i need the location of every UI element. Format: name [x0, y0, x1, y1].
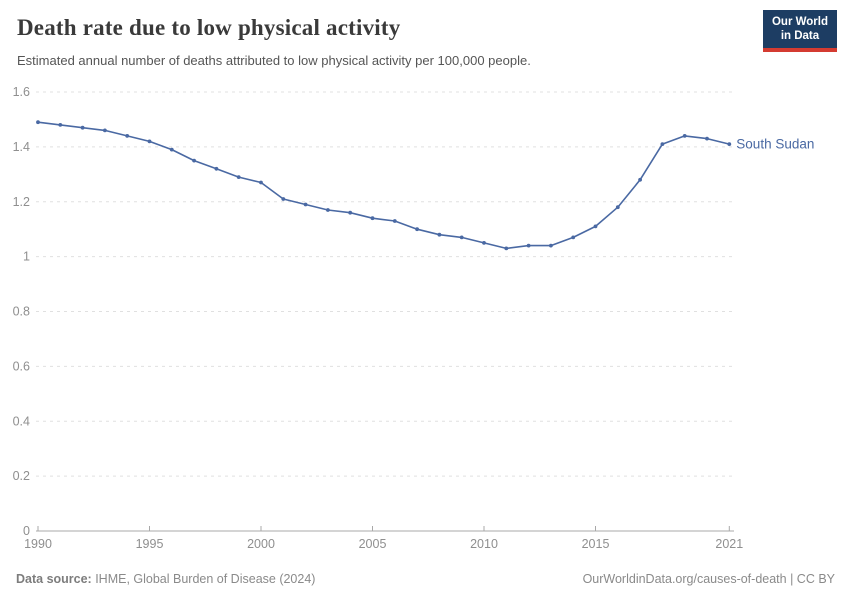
data-point-marker — [192, 158, 197, 163]
x-axis-tick-label: 1995 — [136, 537, 164, 551]
data-point-marker — [370, 216, 375, 221]
x-axis-tick-label: 1990 — [24, 537, 52, 551]
y-axis-tick-label: 1.4 — [13, 140, 30, 154]
y-axis-tick-label: 0.8 — [13, 305, 30, 319]
chart-title: Death rate due to low physical activity — [17, 15, 401, 40]
data-point-marker — [147, 139, 152, 144]
owid-logo[interactable]: Our World in Data — [762, 10, 837, 52]
data-point-marker — [593, 224, 598, 229]
data-point-marker — [660, 142, 665, 146]
data-point-marker — [281, 197, 286, 201]
data-point-marker — [682, 134, 687, 138]
data-point-marker — [214, 166, 219, 171]
chart-footer: Data source: IHME, Global Burden of Dise… — [16, 572, 835, 586]
data-point-marker — [125, 134, 130, 138]
data-point-marker — [392, 219, 397, 223]
data-point-marker — [549, 243, 553, 248]
chart-subtitle: Estimated annual number of deaths attrib… — [17, 53, 531, 68]
data-point-marker — [36, 120, 40, 125]
data-point-marker — [236, 175, 241, 179]
x-axis-tick-label: 2005 — [359, 537, 387, 551]
data-point-marker — [103, 128, 107, 133]
owid-url-link[interactable]: OurWorldinData.org/causes-of-death | CC … — [582, 572, 835, 586]
data-point-marker — [504, 246, 509, 251]
data-point-marker — [415, 227, 419, 232]
data-point-marker — [526, 243, 531, 248]
line-chart-plot-area: 0 0.2 0.4 0.6 0.8 1 1.2 1.4 1.6 1990 1995 2000 2005 2… — [0, 85, 850, 555]
y-axis-tick-label: 1.6 — [13, 85, 30, 99]
x-axis-tick-label: 2010 — [470, 537, 498, 551]
data-source-value: IHME, Global Burden of Disease (2024) — [91, 572, 316, 586]
data-point-marker — [169, 147, 174, 152]
data-source-note: Data source: IHME, Global Burden of Dise… — [16, 572, 315, 586]
owid-logo-line2: in Data — [780, 30, 820, 43]
data-point-marker — [571, 235, 576, 240]
data-source-label: Data source: — [16, 572, 92, 586]
y-axis-tick-label: 0.6 — [13, 359, 30, 373]
data-point-marker — [437, 232, 442, 237]
data-point-marker — [80, 125, 85, 130]
x-axis-tick-label: 2021 — [715, 537, 743, 551]
y-axis-tick-label: 0.2 — [13, 469, 30, 483]
data-point-marker — [259, 180, 263, 185]
data-point-marker — [303, 202, 308, 207]
y-axis-tick-label: 0 — [23, 524, 30, 538]
data-point-marker — [58, 123, 63, 127]
y-axis-tick-label: 1.2 — [13, 195, 30, 209]
y-axis-tick-label: 0.4 — [13, 414, 30, 428]
data-point-marker — [482, 241, 486, 245]
data-point-marker — [348, 210, 353, 215]
x-axis-tick-label: 2000 — [247, 537, 275, 551]
data-point-marker — [705, 136, 709, 141]
series-markers — [36, 120, 732, 251]
owid-logo-line1: Our World — [771, 16, 828, 28]
line-chart-svg: 0 0.2 0.4 0.6 0.8 1 1.2 1.4 1.6 1990 1995 2000 2005 2… — [13, 85, 815, 551]
x-axis-tick-label: 2015 — [582, 537, 610, 551]
data-point-marker — [459, 235, 464, 240]
data-point-marker — [727, 142, 732, 146]
data-point-marker — [615, 205, 620, 210]
entity-label-south-sudan[interactable]: South Sudan — [736, 137, 814, 152]
data-point-marker — [638, 177, 642, 182]
data-point-marker — [326, 208, 330, 212]
series-line-south-sudan[interactable] — [37, 121, 731, 250]
y-axis-tick-label: 1 — [23, 250, 30, 264]
